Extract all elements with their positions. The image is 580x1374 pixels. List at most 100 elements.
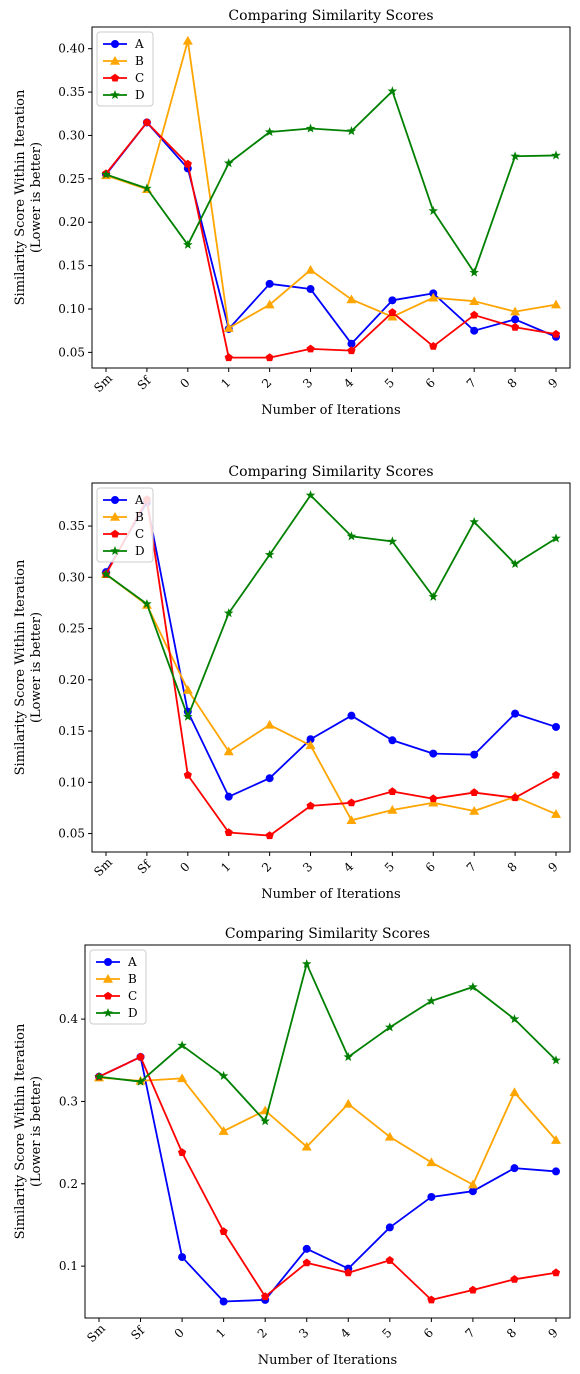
data-point-b bbox=[387, 804, 398, 814]
data-point-a bbox=[306, 735, 315, 744]
series-d bbox=[94, 958, 561, 1126]
data-point-d bbox=[177, 1040, 187, 1050]
x-tick-label: 6 bbox=[423, 860, 438, 875]
data-point-a bbox=[306, 285, 315, 294]
data-point-a bbox=[385, 1223, 394, 1232]
data-point-d bbox=[223, 608, 234, 618]
data-point-d bbox=[101, 169, 111, 179]
data-point-b bbox=[428, 292, 439, 302]
data-point-d bbox=[385, 1022, 395, 1032]
data-point-a bbox=[511, 709, 520, 718]
data-point-c bbox=[265, 831, 274, 840]
legend-label: A bbox=[127, 955, 137, 969]
series-line-d bbox=[105, 90, 557, 274]
legend-marker bbox=[110, 73, 120, 82]
x-tick-label: Sf bbox=[135, 373, 155, 393]
x-tick-label: 1 bbox=[218, 860, 233, 875]
data-point-d bbox=[260, 1116, 270, 1126]
data-point-c bbox=[388, 308, 397, 316]
x-tick-label: 6 bbox=[423, 376, 438, 391]
x-tick-label: 0 bbox=[177, 376, 192, 391]
data-point-a bbox=[388, 296, 397, 305]
data-point-c bbox=[551, 1268, 561, 1277]
series-line-b bbox=[98, 1076, 557, 1186]
data-point-d bbox=[94, 1071, 104, 1081]
legend-label: B bbox=[135, 510, 144, 524]
y-tick-label: 0.2 bbox=[59, 1177, 78, 1191]
legend-label: B bbox=[135, 54, 144, 68]
chart-title: Comparing Similarity Scores bbox=[228, 8, 433, 24]
data-point-d bbox=[301, 958, 312, 968]
data-point-b bbox=[510, 306, 521, 316]
x-axis-label: Number of Iterations bbox=[261, 403, 400, 418]
data-point-c bbox=[183, 770, 192, 779]
chart-panel-2: Comparing Similarity Scores 0.05 0.10 0.15 0… bbox=[13, 464, 571, 902]
data-point-d bbox=[346, 531, 357, 541]
data-point-c bbox=[429, 794, 438, 803]
legend-label: C bbox=[128, 989, 137, 1003]
series-line-a bbox=[98, 1056, 557, 1303]
x-tick-label: 4 bbox=[341, 859, 357, 875]
y-tick-label: 0.25 bbox=[58, 172, 85, 186]
series-line-b bbox=[105, 39, 557, 329]
legend-label: D bbox=[128, 1006, 138, 1020]
data-point-d bbox=[551, 533, 561, 543]
data-point-c bbox=[468, 1285, 477, 1294]
data-point-c bbox=[344, 1268, 353, 1277]
data-point-c bbox=[511, 322, 520, 331]
data-point-c bbox=[306, 801, 315, 810]
data-point-c bbox=[261, 1292, 270, 1301]
data-point-d bbox=[264, 549, 275, 559]
data-point-d bbox=[135, 1076, 146, 1086]
y-tick-label: 0.10 bbox=[58, 302, 85, 316]
data-point-d bbox=[468, 981, 478, 992]
chart-title: Comparing Similarity Scores bbox=[225, 926, 430, 942]
data-point-a bbox=[265, 774, 274, 783]
x-tick-label: 0 bbox=[172, 1326, 187, 1341]
legend-label: C bbox=[135, 527, 144, 541]
legend-box bbox=[96, 31, 154, 107]
data-point-c bbox=[347, 346, 356, 355]
data-point-d bbox=[510, 151, 520, 161]
data-point-d bbox=[101, 569, 111, 579]
data-point-b bbox=[218, 1126, 229, 1135]
x-tick-label: 0 bbox=[177, 860, 192, 875]
data-point-d bbox=[264, 126, 275, 137]
legend-label: A bbox=[134, 493, 144, 507]
data-point-d bbox=[428, 591, 439, 601]
x-tick-label: Sm bbox=[91, 855, 115, 879]
series-a bbox=[102, 118, 560, 348]
x-tick-label: 5 bbox=[382, 376, 397, 391]
data-point-d bbox=[551, 1055, 561, 1065]
data-point-d bbox=[469, 516, 479, 526]
data-point-b bbox=[264, 719, 275, 729]
data-point-a bbox=[470, 750, 479, 759]
data-point-a bbox=[219, 1297, 228, 1306]
data-point-d bbox=[469, 267, 479, 277]
x-tick-label: 2 bbox=[259, 860, 274, 875]
series-d bbox=[101, 86, 561, 277]
legend-label: B bbox=[128, 972, 137, 986]
series-line-c bbox=[98, 1056, 557, 1301]
data-point-b bbox=[551, 299, 561, 309]
data-point-c bbox=[470, 310, 479, 319]
data-point-c bbox=[551, 329, 561, 338]
data-point-c bbox=[470, 788, 479, 797]
data-point-d bbox=[428, 205, 439, 215]
series-line-a bbox=[105, 121, 557, 345]
data-point-c bbox=[551, 770, 561, 779]
series-c bbox=[94, 1052, 561, 1304]
data-point-b bbox=[551, 809, 561, 818]
series-line-a bbox=[105, 501, 557, 798]
series-a bbox=[102, 498, 560, 801]
legend-marker bbox=[103, 1008, 113, 1018]
x-tick-label: 6 bbox=[421, 1326, 436, 1341]
data-point-d bbox=[183, 711, 193, 721]
legend-marker bbox=[110, 90, 120, 100]
data-point-a bbox=[468, 1187, 477, 1196]
x-tick-label: 3 bbox=[300, 860, 315, 875]
x-tick-label: Sf bbox=[135, 857, 155, 877]
data-point-c bbox=[302, 1258, 311, 1267]
data-point-c bbox=[142, 118, 151, 126]
data-point-b bbox=[509, 1087, 520, 1097]
